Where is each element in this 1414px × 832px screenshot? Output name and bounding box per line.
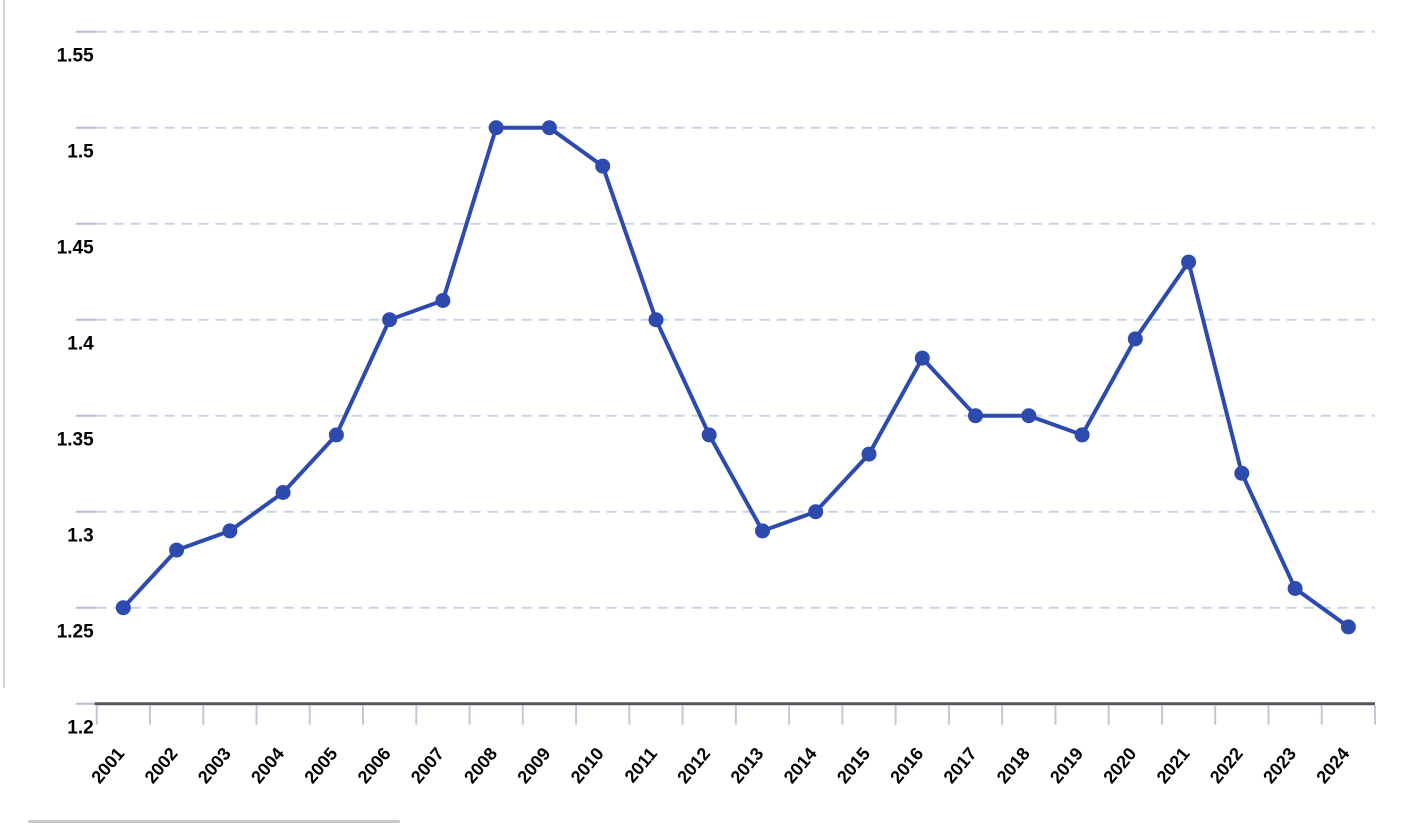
- data-point-2014[interactable]: [808, 504, 824, 520]
- data-point-2013[interactable]: [755, 523, 770, 539]
- x-axis-label: 2004: [247, 744, 288, 788]
- data-point-2004[interactable]: [275, 485, 291, 500]
- x-axis-label: 2019: [1046, 744, 1087, 788]
- data-point-2003[interactable]: [222, 523, 238, 539]
- data-point-2015[interactable]: [861, 446, 877, 462]
- x-axis-label: 2012: [673, 744, 714, 788]
- x-axis-label: 2011: [621, 744, 661, 787]
- x-axis-label: 2001: [87, 744, 128, 788]
- data-point-2023[interactable]: [1287, 581, 1303, 596]
- x-axis-label: 2003: [194, 744, 235, 788]
- data-point-2001[interactable]: [115, 600, 131, 616]
- x-axis-label: 2024: [1312, 744, 1353, 788]
- data-point-2009[interactable]: [541, 120, 557, 136]
- x-axis-label: 2007: [407, 744, 448, 788]
- data-point-2024[interactable]: [1340, 619, 1356, 635]
- x-axis-label: 2020: [1099, 744, 1140, 788]
- y-axis-label: 1.4: [67, 334, 94, 355]
- data-point-2021[interactable]: [1181, 254, 1197, 270]
- data-point-2016[interactable]: [914, 350, 930, 366]
- x-axis-label: 2018: [993, 744, 1034, 788]
- y-axis-label: 1.2: [67, 718, 93, 739]
- data-point-2010[interactable]: [595, 158, 611, 174]
- y-axis-label: 1.45: [57, 238, 94, 259]
- data-point-2019[interactable]: [1074, 427, 1090, 443]
- y-axis-label: 1.35: [57, 430, 94, 451]
- x-axis-label: 2005: [300, 744, 341, 788]
- data-point-2012[interactable]: [701, 427, 717, 443]
- x-axis-label: 2010: [567, 744, 608, 788]
- x-axis-label: 2017: [940, 744, 981, 788]
- y-axis-label: 1.3: [67, 526, 93, 547]
- x-axis-label: 2008: [460, 744, 501, 788]
- x-axis-label: 2002: [141, 744, 182, 788]
- page-border-left: [3, 0, 5, 688]
- horizontal-scrollbar-thumb[interactable]: [28, 820, 400, 823]
- x-axis-label: 2023: [1259, 744, 1300, 788]
- x-axis-label: 2009: [513, 744, 554, 788]
- x-axis-label: 2016: [886, 744, 927, 788]
- y-axis-label: 1.25: [57, 622, 94, 643]
- data-point-2011[interactable]: [648, 312, 664, 328]
- x-axis-label: 2022: [1206, 744, 1247, 788]
- data-point-2006[interactable]: [382, 312, 398, 328]
- y-axis-label: 1.55: [57, 46, 94, 67]
- x-axis-label: 2014: [780, 744, 821, 788]
- x-axis-label: 2013: [726, 744, 767, 788]
- data-point-2017[interactable]: [968, 408, 983, 424]
- data-point-2008[interactable]: [488, 120, 504, 136]
- data-point-2002[interactable]: [169, 542, 185, 558]
- y-axis-label: 1.5: [67, 142, 94, 163]
- data-point-2007[interactable]: [435, 293, 451, 308]
- data-point-2018[interactable]: [1021, 408, 1037, 424]
- series-line: [121, 125, 1351, 629]
- x-axis-label: 2021: [1153, 744, 1194, 788]
- x-axis-label: 2006: [354, 744, 395, 788]
- data-point-2005[interactable]: [328, 427, 344, 443]
- data-point-2022[interactable]: [1234, 465, 1250, 481]
- data-point-2020[interactable]: [1127, 331, 1143, 347]
- x-axis-label: 2015: [833, 744, 874, 788]
